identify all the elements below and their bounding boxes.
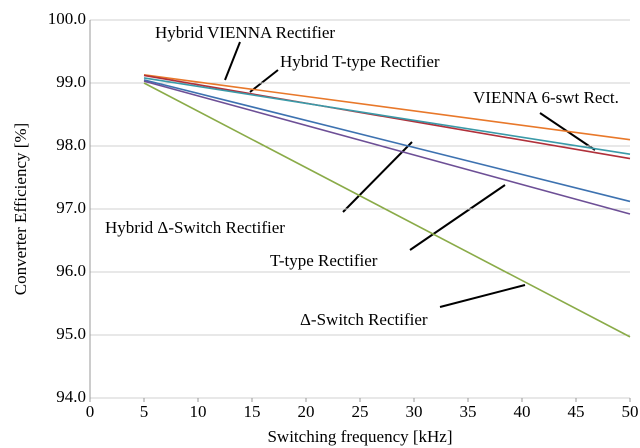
y-tick-label: 96.0 xyxy=(56,261,86,280)
series-line xyxy=(143,77,631,155)
x-tick-label: 20 xyxy=(298,402,315,421)
leader-line xyxy=(249,69,279,93)
y-tick-label: 99.0 xyxy=(56,72,86,91)
x-tick-label: 15 xyxy=(244,402,261,421)
x-tick-label: 50 xyxy=(622,402,639,421)
series-line xyxy=(143,80,631,215)
y-tick-label: 94.0 xyxy=(56,387,86,406)
series-line xyxy=(143,74,631,160)
series-label: Hybrid T-type Rectifier xyxy=(280,52,440,71)
x-tick-label: 40 xyxy=(514,402,531,421)
leader-line xyxy=(342,141,413,213)
series-line xyxy=(143,82,631,338)
y-tick-label: 98.0 xyxy=(56,135,86,154)
x-tick-label: 35 xyxy=(460,402,477,421)
x-tick-label: 30 xyxy=(406,402,423,421)
y-tick-label: 97.0 xyxy=(56,198,86,217)
series-line xyxy=(143,79,631,203)
series-label: T-type Rectifier xyxy=(270,251,378,270)
y-tick-label: 95.0 xyxy=(56,324,86,343)
leader-line xyxy=(409,184,506,251)
series-label: Hybrid Δ-Switch Rectifier xyxy=(105,218,285,237)
series-label: Hybrid VIENNA Rectifier xyxy=(155,23,335,42)
y-tick-label: 100.0 xyxy=(48,9,86,28)
x-tick-label: 25 xyxy=(352,402,369,421)
x-axis-title: Switching frequency [kHz] xyxy=(267,427,452,446)
x-tick-label: 45 xyxy=(568,402,585,421)
series-line xyxy=(143,74,631,141)
series-label: VIENNA 6-swt Rect. xyxy=(473,88,619,107)
series-label: Δ-Switch Rectifier xyxy=(300,310,428,329)
leader-line xyxy=(439,284,526,308)
y-axis-title: Converter Efficiency [%] xyxy=(11,123,30,295)
leader-line xyxy=(224,41,241,81)
x-tick-label: 5 xyxy=(140,402,149,421)
x-tick-label: 0 xyxy=(86,402,95,421)
x-tick-label: 10 xyxy=(190,402,207,421)
